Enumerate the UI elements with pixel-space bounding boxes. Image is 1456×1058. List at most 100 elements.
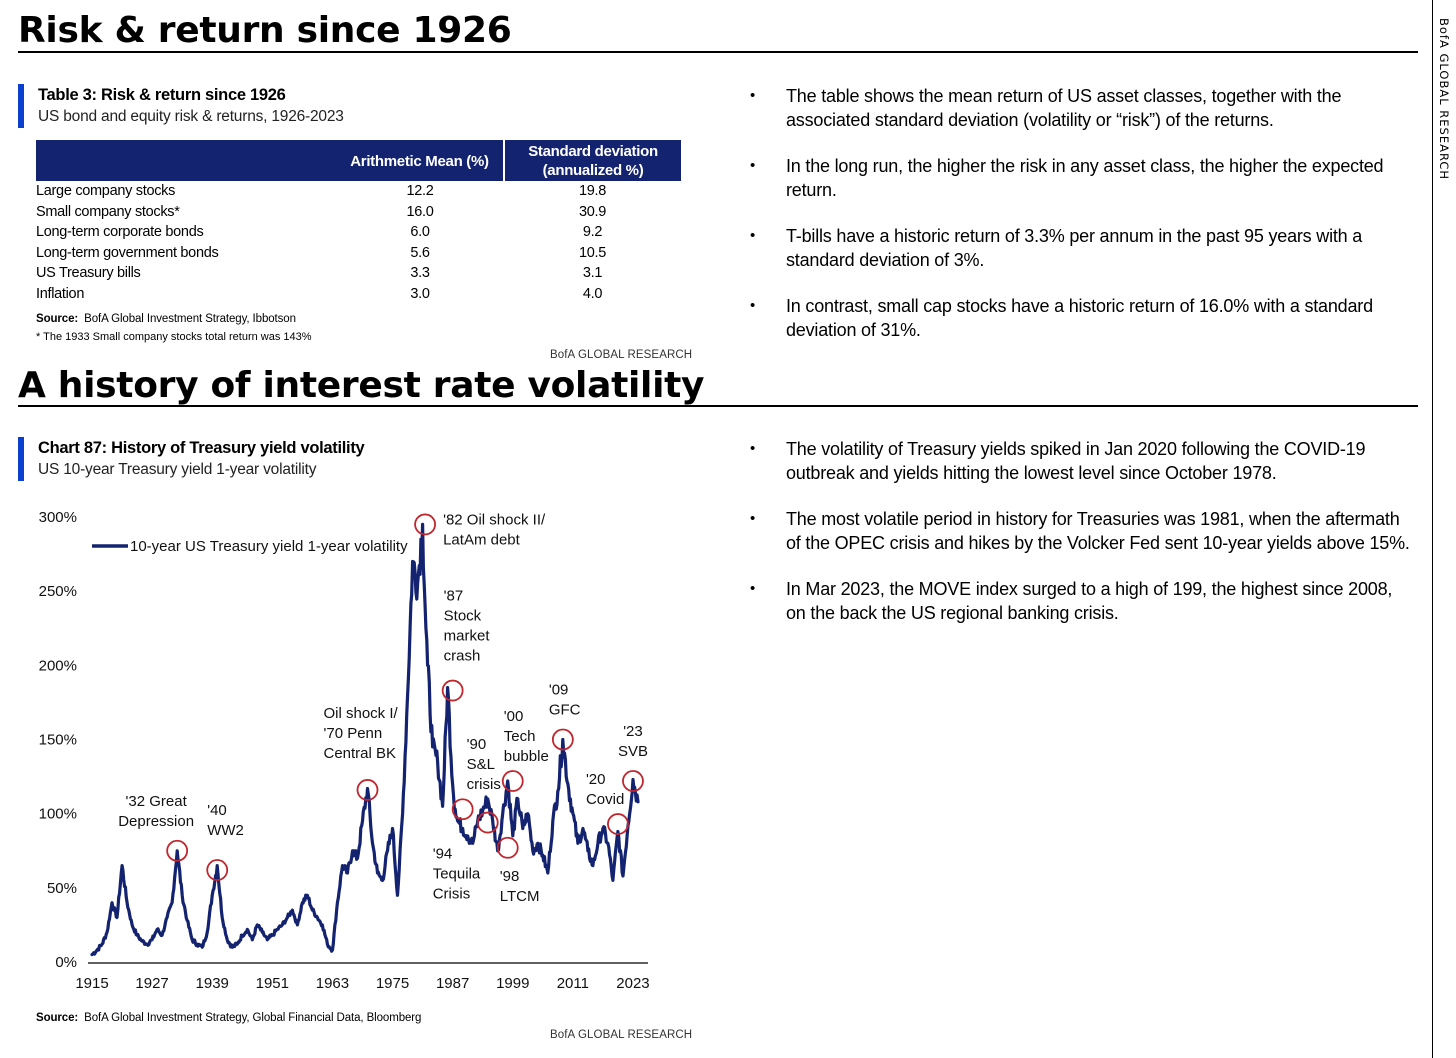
bullets-risk-return: The table shows the mean return of US as… [748, 84, 1416, 364]
section-rule-1 [18, 51, 1418, 53]
row-mean: 6.0 [410, 224, 430, 240]
annotation-label: Oil shock I/'70 Penn Central BK [323, 705, 398, 762]
bullet-item: The table shows the mean return of US as… [748, 84, 1416, 132]
bullet-item: In Mar 2023, the MOVE index surged to a … [748, 577, 1416, 625]
table-header-mean: Arithmetic Mean (%) [336, 140, 505, 181]
annotation-marker [356, 779, 379, 801]
chart-legend: 10-year US Treasury yield 1-year volatil… [92, 538, 408, 555]
y-tick-label: 50% [47, 880, 77, 897]
row-mean: 16.0 [406, 203, 434, 220]
row-stdev: 4.0 [582, 285, 603, 302]
row-stdev: 19.8 [578, 183, 607, 199]
series-line [90, 522, 640, 957]
row-stdev: 3.1 [582, 265, 603, 281]
x-tick-label: 2023 [616, 975, 649, 992]
section-rule-2 [18, 405, 1418, 407]
annotation-label: '94 Tequila Crisis [433, 846, 481, 903]
annotation-marker [551, 728, 574, 751]
bullets-volatility: The volatility of Treasury yields spiked… [748, 437, 1416, 647]
row-mean: 3.0 [410, 285, 430, 302]
annotation-marker [451, 798, 474, 821]
annotation-marker [414, 513, 436, 536]
chart87-source-text: BofA Global Investment Strategy, Global … [84, 1012, 422, 1024]
annotations: '32 Great Depression '40 WW2 Oil shock I/'70… [118, 511, 648, 904]
table3-footnote: * The 1933 Small company stocks total re… [36, 331, 312, 343]
y-tick-label: 300% [39, 509, 77, 526]
volatility-chart: 0%50%100%150%200%250%300% 1915 1927 1939 19… [39, 509, 650, 992]
legend-label: 10-year US Treasury yield 1-year volatil… [130, 538, 408, 555]
x-tick-label: 1951 [256, 975, 289, 992]
bullet-item: T-bills have a historic return of 3.3% p… [748, 224, 1416, 272]
annotation-label: '23 SVB [618, 723, 648, 760]
chart87-source-label: Source: [36, 1012, 79, 1024]
bullet-item: The most volatile period in history for … [748, 507, 1416, 555]
annotation-label: '90 S&L crisis [467, 736, 501, 793]
table-row: Long-term government bonds 5.6 10.5 [36, 243, 681, 264]
bullet-item: The volatility of Treasury yields spiked… [748, 437, 1416, 485]
row-mean: 12.2 [406, 183, 434, 199]
row-stdev: 10.5 [578, 244, 607, 261]
table-header-row: Arithmetic Mean (%) Standard deviation (… [36, 140, 681, 181]
bullet-item: In contrast, small cap stocks have a his… [748, 294, 1416, 342]
annotation-label: '40 WW2 [207, 802, 244, 839]
x-tick-label: 1987 [436, 975, 469, 992]
table3-source: Source: BofA Global Investment Strategy, … [36, 313, 296, 325]
y-axis: 0% 50% 100% 150% 200% 250% 300% [39, 509, 77, 971]
risk-return-table: Arithmetic Mean (%) Standard deviation (… [36, 140, 681, 304]
table3-brand: BofA GLOBAL RESEARCH [550, 349, 693, 361]
annotation-marker [206, 859, 229, 881]
section-title-volatility: A history of interest rate volatility [18, 365, 705, 406]
x-axis: 1915 1927 1939 1951 1963 1975 1987 1999 2011 2023 [75, 962, 650, 992]
table3-source-text: BofA Global Investment Strategy, Ibbotso… [84, 313, 296, 325]
row-mean: 3.3 [410, 265, 430, 281]
table-header-blank [36, 140, 336, 181]
bullet-item: In the long run, the higher the risk in … [748, 154, 1416, 202]
section-title-risk-return: Risk & return since 1926 [18, 10, 512, 51]
x-tick-label: 1975 [376, 975, 409, 992]
annotation-marker [622, 770, 644, 792]
y-tick-label: 200% [39, 657, 77, 674]
x-tick-label: 1915 [75, 975, 108, 992]
row-label: Small company stocks* [36, 203, 180, 220]
annotation-marker [501, 770, 524, 792]
annotation-label: '98 LTCM [500, 868, 540, 905]
table-row: Large company stocks 12.2 19.8 [36, 181, 681, 202]
annotation-marker [441, 679, 464, 702]
row-stdev: 30.9 [578, 203, 607, 220]
y-tick-label: 250% [39, 583, 77, 600]
annotation-marker [476, 811, 499, 834]
table3-subtitle: US bond and equity risk & returns, 1926-… [38, 108, 344, 125]
table-row: US Treasury bills 3.3 3.1 [36, 263, 681, 284]
row-label: Inflation [36, 285, 85, 302]
table-row: Long-term corporate bonds 6.0 9.2 [36, 222, 681, 243]
annotation-label: '00 Tech bubble [504, 708, 549, 765]
chart87-source: Source: BofA Global Investment Strategy, … [36, 1012, 421, 1024]
table3-title: Table 3: Risk & return since 1926 [38, 86, 286, 104]
table-row: Inflation 3.0 4.0 [36, 284, 681, 305]
row-label: US Treasury bills [36, 265, 141, 281]
table-header-stdev: Standard deviation (annualized %) [504, 140, 681, 181]
annotation-label: '20 Covid [586, 771, 624, 808]
chart87-title: Chart 87: History of Treasury yield vola… [38, 439, 365, 457]
annotation-label: '87 Stock market crash [444, 588, 491, 665]
chart87-subtitle: US 10-year Treasury yield 1-year volatil… [38, 461, 317, 478]
row-label: Long-term corporate bonds [36, 224, 204, 240]
chart87-caption: Chart 87: History of Treasury yield vola… [18, 437, 365, 481]
annotation-marker [496, 836, 519, 859]
chart87-brand: BofA GLOBAL RESEARCH [550, 1029, 693, 1041]
row-label: Large company stocks [36, 183, 176, 199]
annotation-label: '09 GFC [549, 682, 581, 719]
annotation-marker [166, 839, 189, 862]
y-tick-label: 0% [55, 954, 77, 971]
table3-caption: Table 3: Risk & return since 1926 US bon… [18, 84, 344, 128]
x-tick-label: 2011 [557, 975, 589, 992]
row-stdev: 9.2 [582, 224, 603, 240]
x-tick-label: 1939 [196, 975, 229, 992]
x-tick-label: 1963 [316, 975, 349, 992]
annotation-marker [607, 813, 629, 835]
annotation-label: '82 Oil shock II/LatAm debt [443, 511, 546, 548]
y-tick-label: 100% [39, 806, 77, 823]
table-row: Small company stocks* 16.0 30.9 [36, 202, 681, 223]
row-mean: 5.6 [410, 244, 430, 261]
row-label: Long-term government bonds [36, 244, 219, 261]
